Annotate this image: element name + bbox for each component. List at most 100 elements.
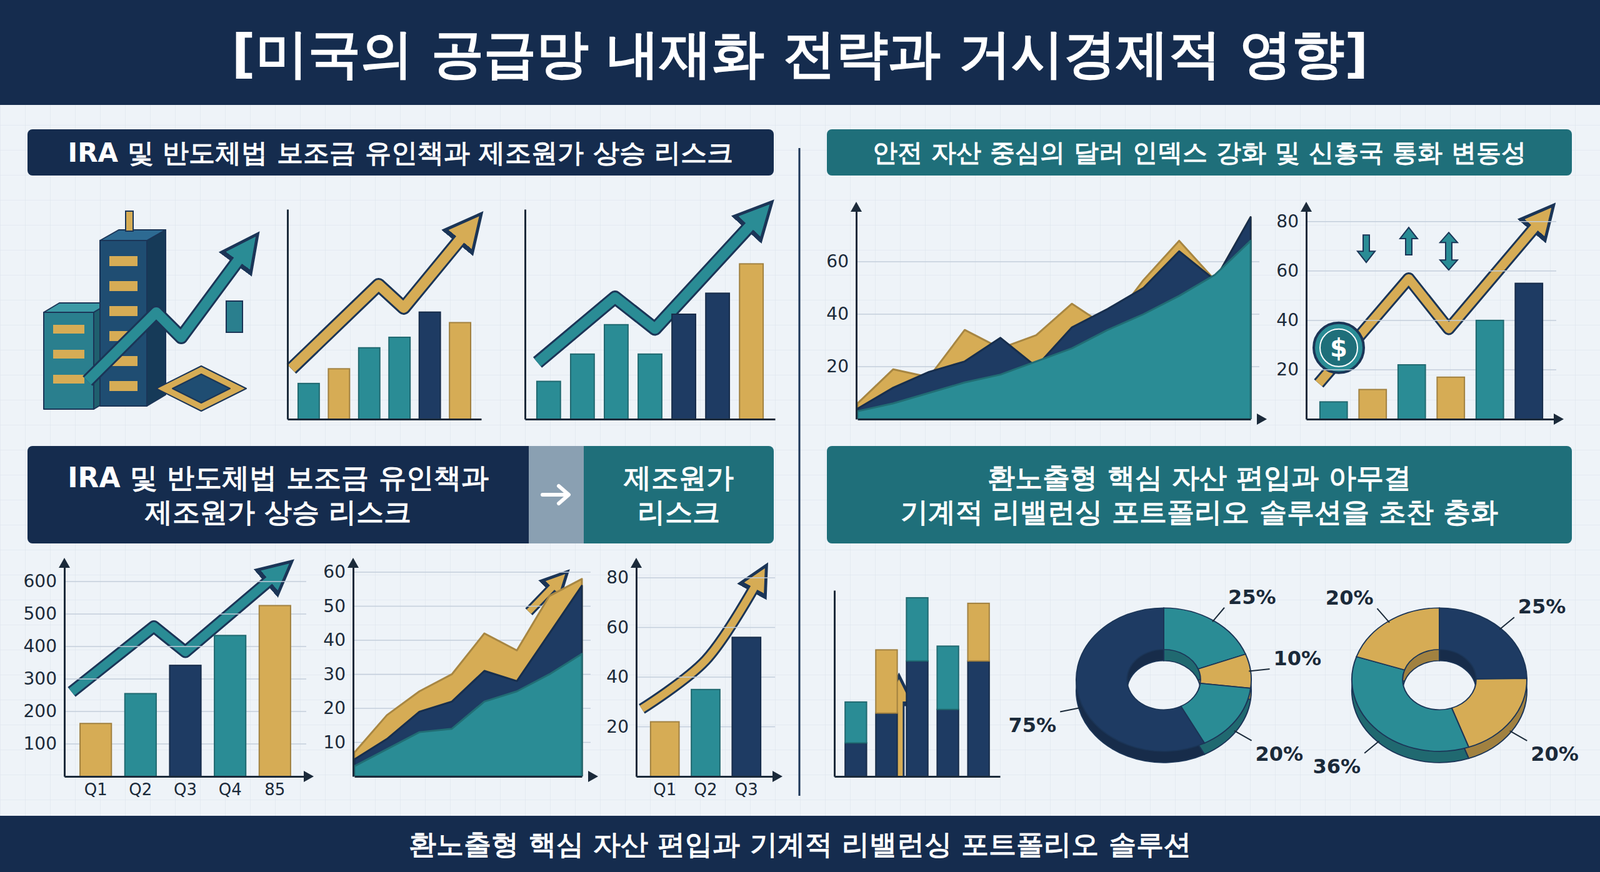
- marks: [857, 217, 1251, 420]
- chip-core: [172, 374, 230, 404]
- data-label: 75%: [1008, 713, 1057, 738]
- slice: [1439, 608, 1527, 680]
- y-tick: 300: [23, 668, 65, 690]
- canvas: [미국의 공급망 내재화 전략과 거시경제적 영향]IRA 및 반도체법 보조금…: [0, 0, 1600, 872]
- data-label: 20%: [1530, 742, 1579, 767]
- antenna: [125, 211, 134, 232]
- header-box: [27, 446, 547, 544]
- x-tick: Q1: [84, 776, 108, 800]
- trend-arrow: [1318, 220, 1542, 384]
- marks: [1320, 283, 1543, 420]
- bar: [705, 293, 730, 420]
- bar: [449, 322, 471, 420]
- chart: 25%10%20%75%: [1008, 585, 1322, 767]
- x-axis-line: [1306, 418, 1557, 421]
- bar: [731, 637, 761, 777]
- x-axis: [835, 776, 1001, 778]
- x-axis: [858, 419, 1252, 420]
- x-tick-label: Q2: [693, 780, 717, 800]
- y-tick: 20: [826, 356, 857, 377]
- axis-arrow: [1300, 201, 1312, 212]
- bar: [570, 354, 595, 420]
- y-tick-label: 40: [1276, 310, 1299, 331]
- leader-line: [1510, 731, 1528, 742]
- y-axis-line: [855, 210, 858, 420]
- bar: [739, 263, 764, 420]
- y-tick-label: 60: [1276, 260, 1299, 282]
- y-tick-label: 80: [606, 567, 629, 589]
- x-axis-line: [636, 776, 776, 779]
- data-label: 10%: [1273, 646, 1322, 671]
- bar: [691, 690, 720, 777]
- small-arrow-shape: [1440, 232, 1458, 270]
- bar: [1476, 320, 1504, 420]
- axis-arrow: [58, 558, 70, 569]
- x-axis-line: [835, 776, 1001, 779]
- x-axis-line: [288, 418, 482, 421]
- y-axis-line: [286, 210, 289, 420]
- divider: [798, 148, 801, 797]
- arrow-outline: [87, 251, 245, 382]
- x-axis-line: [355, 776, 583, 779]
- y-tick-label: 80: [1276, 211, 1299, 232]
- donut: [1351, 608, 1527, 752]
- bar: [298, 383, 320, 420]
- y-axis: 102030405060: [323, 561, 354, 777]
- y-tick: 40: [323, 630, 354, 651]
- axis-arrow: [1553, 413, 1564, 425]
- window: [53, 375, 85, 384]
- window: [53, 350, 85, 359]
- small-arrow: [1440, 232, 1458, 270]
- x-tick: Q2: [693, 776, 717, 800]
- y-tick-label: 10: [323, 732, 346, 754]
- x-axis: [525, 419, 776, 420]
- area: [857, 217, 1251, 420]
- y-tick: 40: [1276, 310, 1307, 331]
- bar: [419, 312, 441, 420]
- y-tick: 60: [323, 561, 354, 583]
- y-tick: 20: [323, 698, 354, 719]
- bar: [967, 661, 989, 777]
- y-tick: 30: [323, 664, 354, 685]
- chart: 102030405060: [323, 558, 599, 783]
- y-tick-label: 200: [23, 701, 57, 722]
- bar: [358, 348, 380, 420]
- leader-line: [1212, 608, 1225, 623]
- axis-arrow: [303, 771, 314, 783]
- y-axis-line: [635, 566, 638, 778]
- bar: [604, 325, 629, 420]
- y-tick: 10: [323, 732, 354, 754]
- chart: 204060: [826, 201, 1267, 425]
- y-tick-label: 20: [323, 698, 346, 719]
- grid-line: [1306, 270, 1557, 272]
- building: [43, 312, 94, 410]
- y-tick: 60: [826, 251, 857, 272]
- trend-arrow: [87, 251, 245, 382]
- x-tick-label: Q3: [173, 780, 197, 800]
- bar: [875, 713, 897, 777]
- chip: [156, 366, 247, 412]
- bar: [259, 605, 291, 777]
- y-axis-line: [833, 591, 836, 778]
- leader-line: [1234, 731, 1252, 742]
- bar: [1320, 401, 1348, 420]
- block: [226, 301, 243, 333]
- data-label: 20%: [1255, 742, 1304, 767]
- bar: [845, 743, 867, 777]
- marks: [536, 263, 764, 420]
- y-tick: 40: [606, 666, 637, 688]
- header-box: [826, 129, 1572, 176]
- y-tick-label: 60: [606, 617, 629, 639]
- data-label: 36%: [1313, 755, 1362, 779]
- title-bar: [0, 0, 1600, 105]
- area: [354, 586, 582, 777]
- x-axis: [1306, 419, 1557, 420]
- y-tick: 80: [606, 567, 637, 589]
- leader-line: [1248, 669, 1270, 672]
- area: [857, 240, 1251, 420]
- coin-inner: [1320, 329, 1358, 367]
- bar: [650, 722, 680, 777]
- background-grid: [0, 0, 1600, 872]
- bar: [845, 702, 867, 744]
- area: [354, 579, 582, 777]
